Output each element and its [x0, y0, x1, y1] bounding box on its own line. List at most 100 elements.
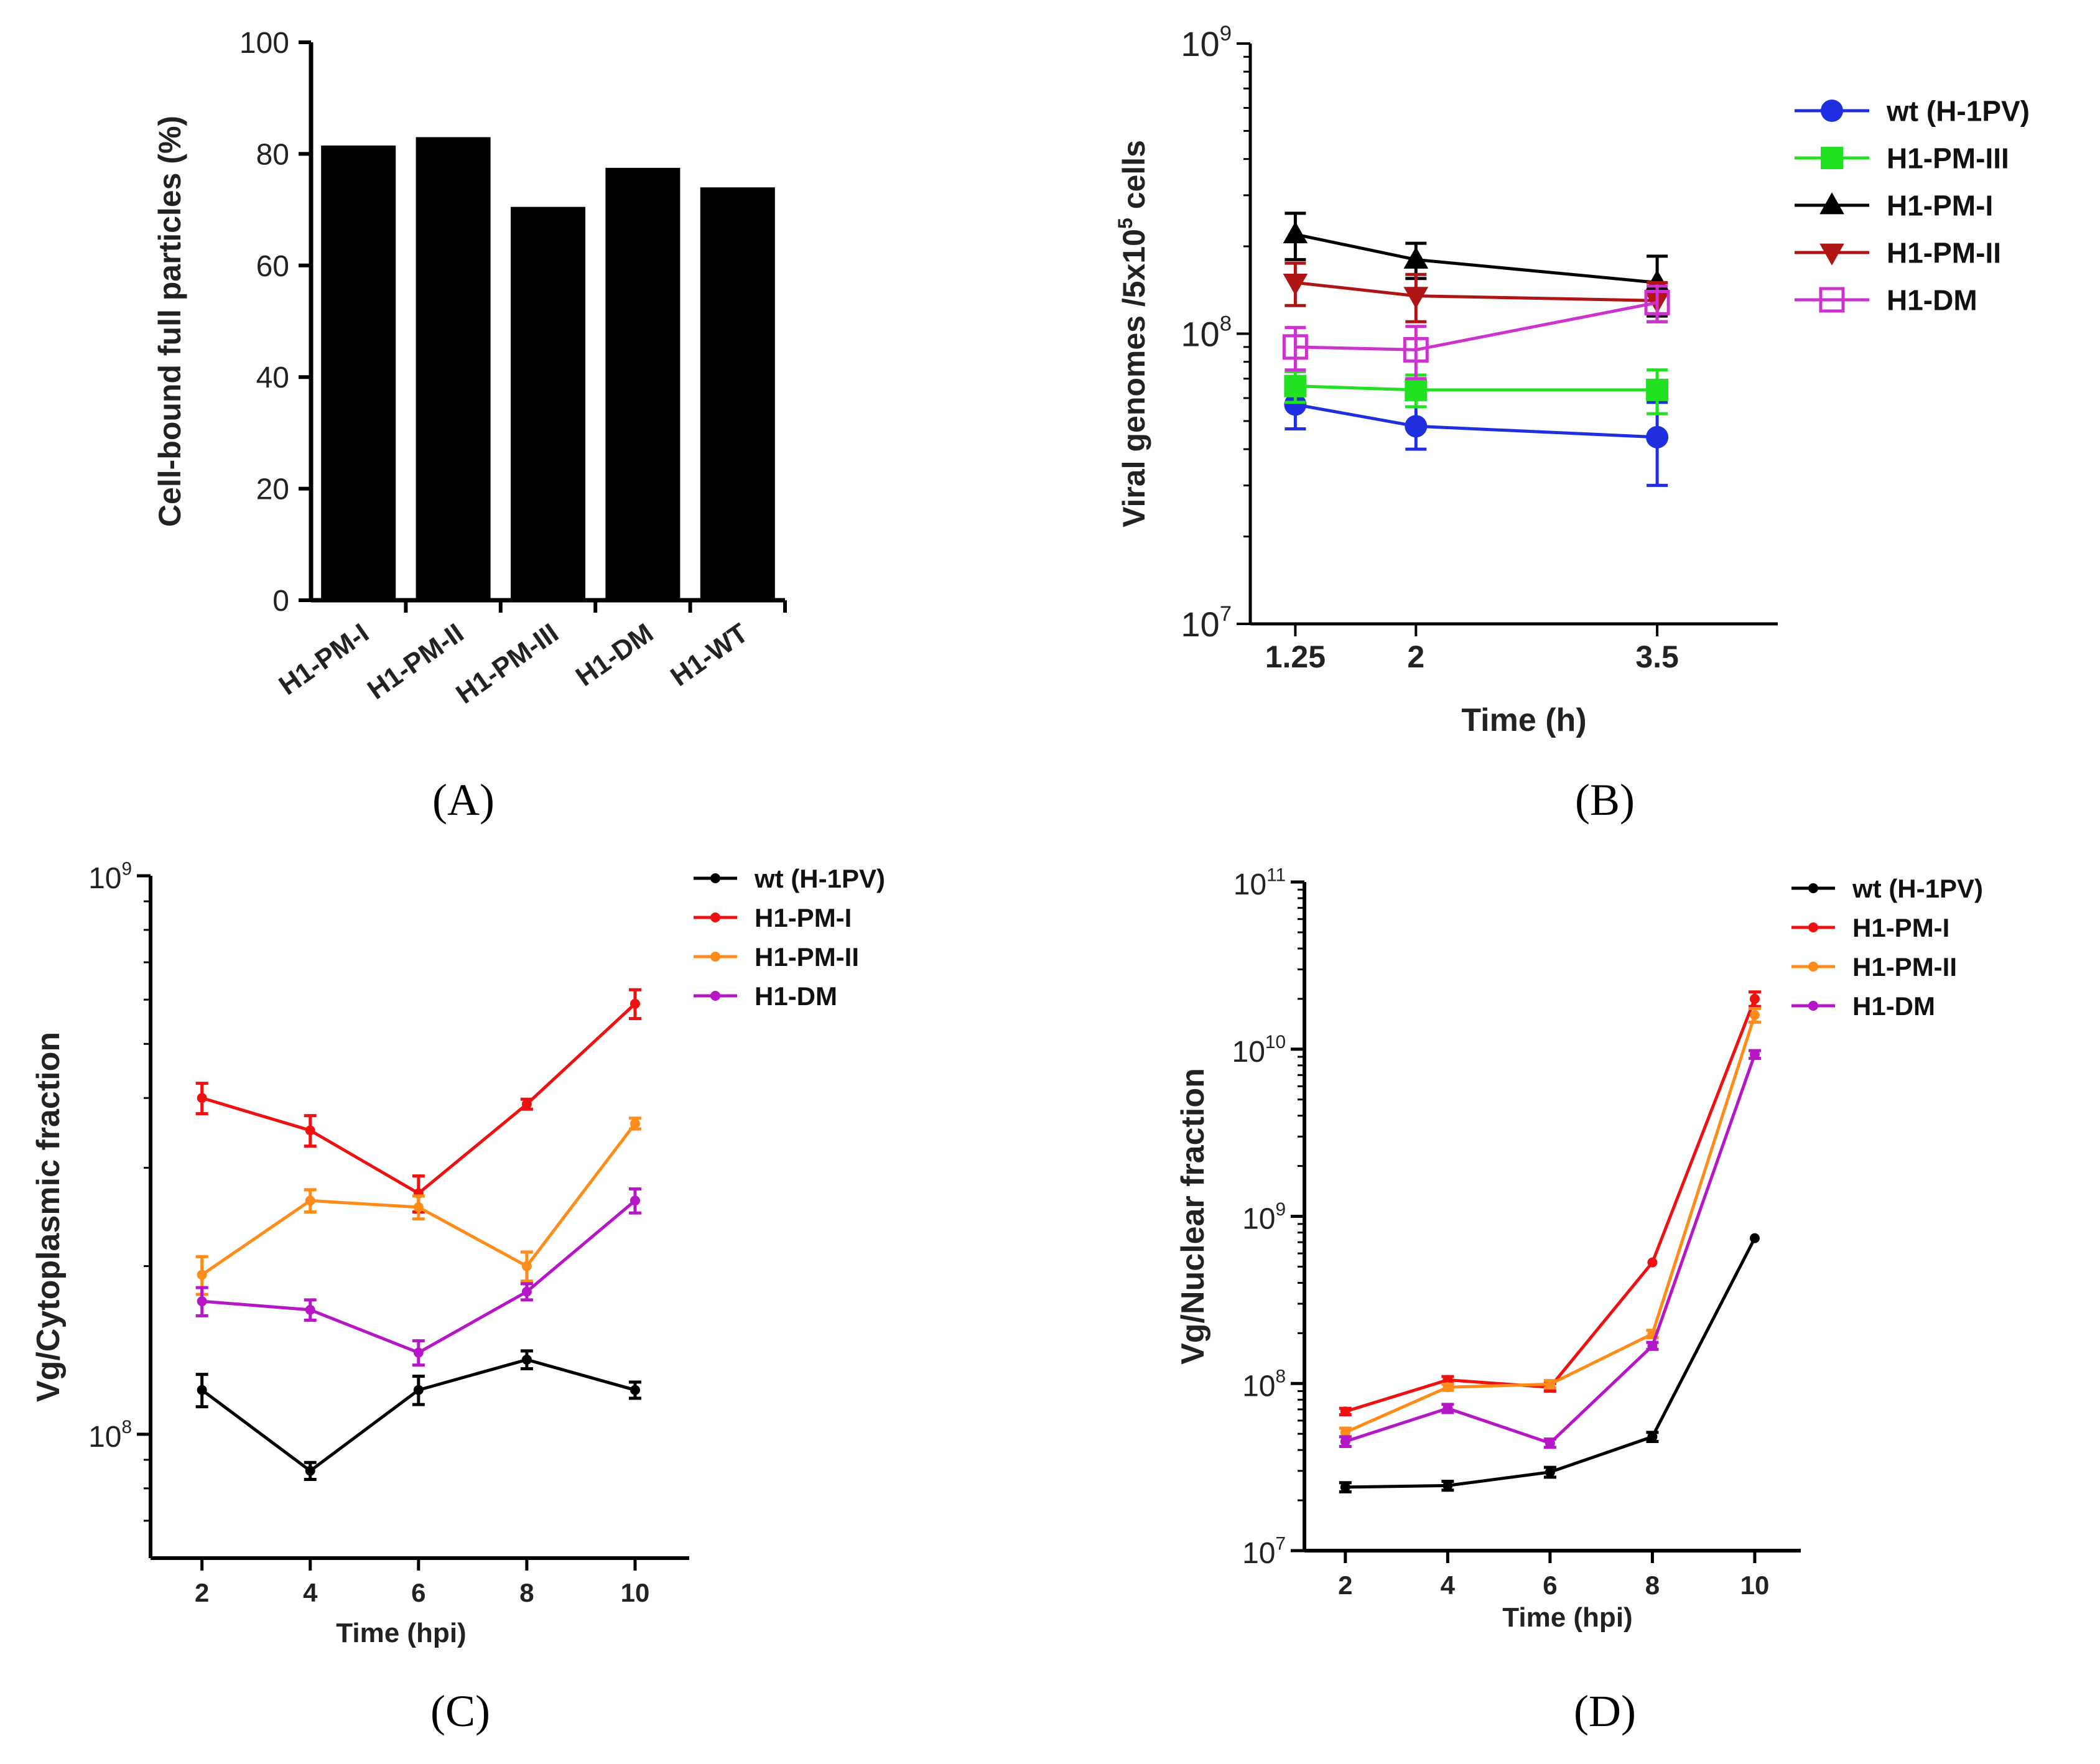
data-point: [1646, 425, 1669, 448]
data-point: [197, 1270, 207, 1280]
data-point: [413, 1202, 424, 1212]
legend-marker: [1819, 287, 1845, 313]
data-point: [1284, 374, 1307, 397]
legend-label: H1-PM-I: [1852, 913, 1949, 942]
legend-label: H1-PM-II: [1887, 237, 2001, 269]
x-tick-label: 1.25: [1265, 639, 1326, 674]
x-axis-title: Time (h): [1461, 702, 1586, 738]
bar: [511, 207, 585, 600]
legend-label: wt (H-1PV): [754, 864, 885, 893]
series-line: [202, 1199, 636, 1355]
series-line: [1295, 384, 1658, 392]
legend-label: H1-PM-II: [1852, 952, 1957, 982]
data-point: [1340, 1482, 1350, 1492]
data-point: [305, 1195, 315, 1206]
data-point: [1443, 1382, 1453, 1393]
y-axis-title: Vg/Cytoplasmic fraction: [30, 1032, 67, 1402]
panel-label: (A): [432, 775, 495, 825]
x-axis-title: Time (hpi): [1502, 1602, 1632, 1633]
panel-label: (C): [430, 1686, 490, 1736]
legend-label: H1-PM-II: [755, 942, 859, 972]
data-point: [413, 1385, 424, 1395]
x-tick-label: H1-PM-I: [274, 618, 374, 701]
data-point: [1403, 287, 1429, 309]
x-tick-label: H1-WT: [665, 618, 753, 692]
y-tick-label: 80: [256, 138, 289, 171]
y-tick-label: 60: [256, 250, 289, 283]
x-tick-label: 10: [621, 1578, 650, 1607]
data-point: [1646, 378, 1669, 401]
panel-label: (D): [1574, 1686, 1636, 1736]
panel-b-line-chart: 107 108 109 1.25 2 3.5 wt (H-1PV) H1-PM-III H1-P…: [1114, 22, 2030, 825]
data-point: [521, 1286, 532, 1297]
series-line: [1294, 402, 1658, 439]
data-point: [1749, 1233, 1760, 1243]
data-point: [1647, 1431, 1658, 1442]
data-point: [1749, 1049, 1760, 1060]
data-point: [521, 1099, 532, 1110]
data-point: [305, 1304, 315, 1315]
y-tick-label: 20: [256, 473, 289, 506]
series-line: [201, 1002, 636, 1195]
panel-d-line-chart: 107 108 109 1010 1011 2 4 6 8 10 wt (H-1PV) H1-PM-I…: [1175, 865, 1983, 1736]
data-point: [1405, 378, 1428, 401]
data-point: [305, 1465, 315, 1476]
legend-marker: [1808, 1001, 1818, 1011]
legend-marker: [1808, 883, 1818, 893]
y-axis-title: Cell-bound full particles (%): [152, 116, 187, 527]
legend-marker: [710, 952, 720, 962]
panel-label: (B): [1575, 775, 1635, 825]
x-tick-label: 2: [195, 1578, 209, 1607]
data-point: [1443, 1375, 1453, 1385]
data-point: [1403, 246, 1429, 269]
x-tick-label: 2: [1407, 639, 1424, 674]
data-point: [1647, 1257, 1658, 1268]
x-tick-label: 2: [1338, 1571, 1352, 1600]
bar: [605, 167, 681, 600]
y-axis-title: Vg/Nuclear fraction: [1175, 1068, 1211, 1365]
data-point: [1443, 1403, 1453, 1414]
legend-marker: [1821, 100, 1843, 122]
data-point: [1405, 415, 1428, 438]
series-line: [1345, 1237, 1757, 1489]
legend-marker: [710, 991, 720, 1001]
y-tick-label: 40: [256, 361, 289, 394]
legend-label: H1-DM: [1887, 284, 1977, 317]
legend-marker: [710, 912, 720, 922]
data-point: [1749, 1010, 1760, 1020]
y-tick-label: 1011: [1234, 865, 1286, 901]
legend-marker: [710, 873, 720, 883]
x-tick-label: H1-DM: [570, 618, 659, 692]
y-tick-label: 108: [88, 1417, 132, 1454]
y-tick-label: 109: [88, 858, 132, 895]
series-line: [1295, 281, 1658, 302]
x-tick-label: H1-PM-II: [362, 618, 469, 705]
series-line: [1344, 1014, 1757, 1434]
data-point: [413, 1347, 424, 1358]
legend-label: H1-PM-III: [1887, 142, 2009, 175]
legend-label: H1-DM: [1852, 991, 1935, 1021]
data-point: [630, 1195, 640, 1206]
data-point: [1283, 221, 1308, 244]
data-point: [630, 1385, 640, 1395]
data-point: [305, 1125, 315, 1136]
y-tick-label: 107: [1181, 602, 1232, 644]
legend-label: H1-DM: [755, 982, 837, 1011]
y-tick-label: 0: [272, 585, 289, 618]
data-point: [1282, 334, 1308, 360]
x-tick-label: 6: [1543, 1571, 1557, 1600]
legend-marker: [1821, 147, 1843, 169]
legend-label: H1-PM-I: [1887, 190, 1993, 222]
data-point: [1283, 273, 1308, 296]
legend-label: wt (H-1PV): [1852, 874, 1983, 903]
data-point: [1340, 1427, 1350, 1437]
data-point: [521, 1354, 532, 1365]
y-tick-label: 1010: [1232, 1032, 1286, 1069]
x-axis-title: Time (hpi): [336, 1618, 466, 1648]
panel-c-line-chart: 108 109 2 4 6 8 10 wt (H-1PV) H1-PM-I H1-PM-II H1-…: [30, 858, 885, 1736]
bar: [700, 187, 775, 601]
data-point: [1340, 1436, 1350, 1447]
legend-label: H1-PM-I: [755, 903, 852, 932]
